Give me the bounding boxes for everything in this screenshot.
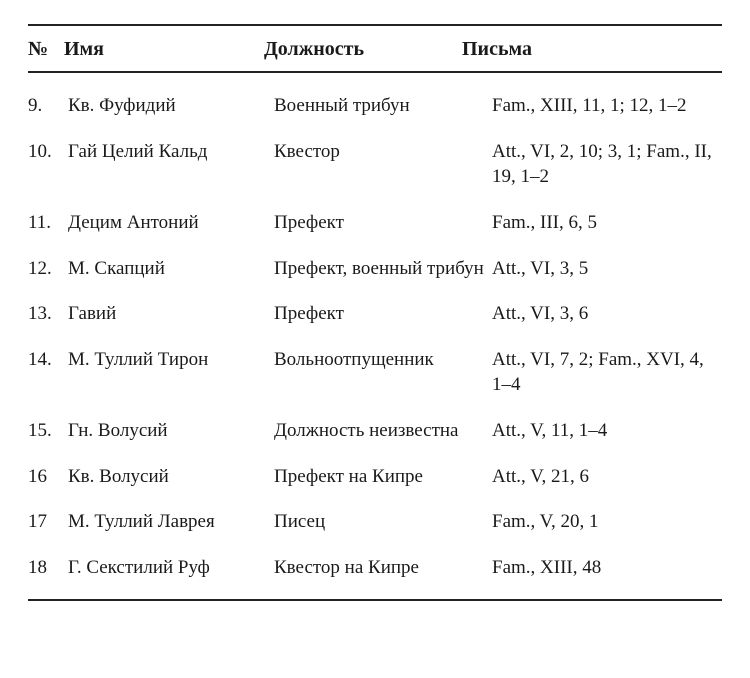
cell-letters: Att., V, 11, 1–4 bbox=[492, 418, 722, 444]
table-row: 12.М. СкапцийПрефект, военный трибунAtt.… bbox=[28, 246, 722, 292]
cell-position: Префект, военный трибун bbox=[274, 256, 492, 282]
cell-num: 17 bbox=[28, 509, 68, 535]
cell-position: Писец bbox=[274, 509, 492, 535]
cell-name: Кв. Фуфидий bbox=[68, 93, 274, 119]
table-row: 17М. Туллий ЛавреяПисецFam., V, 20, 1 bbox=[28, 499, 722, 545]
table-row: 14.М. Туллий ТиронВольноотпущенникAtt., … bbox=[28, 337, 722, 408]
cell-letters: Att., VI, 7, 2; Fam., XVI, 4, 1–4 bbox=[492, 347, 722, 398]
cell-position: Префект на Кипре bbox=[274, 464, 492, 490]
table-header-row: № Имя Должность Письма bbox=[28, 30, 722, 65]
cell-num: 12. bbox=[28, 256, 68, 282]
table-row: 13.ГавийПрефектAtt., VI, 3, 6 bbox=[28, 291, 722, 337]
cell-num: 13. bbox=[28, 301, 68, 327]
cell-letters: Att., VI, 3, 5 bbox=[492, 256, 722, 282]
header-name: Имя bbox=[64, 38, 264, 61]
cell-num: 11. bbox=[28, 210, 68, 236]
cell-name: Кв. Волусий bbox=[68, 464, 274, 490]
cell-name: М. Туллий Тирон bbox=[68, 347, 274, 373]
header-num: № bbox=[28, 38, 64, 61]
rule-bottom bbox=[28, 599, 722, 601]
cell-name: Г. Секстилий Руф bbox=[68, 555, 274, 581]
cell-num: 14. bbox=[28, 347, 68, 373]
cell-num: 18 bbox=[28, 555, 68, 581]
cell-num: 15. bbox=[28, 418, 68, 444]
table-body: 9.Кв. ФуфидийВоенный трибунFam., XIII, 1… bbox=[28, 83, 722, 591]
cell-position: Военный трибун bbox=[274, 93, 492, 119]
cell-name: Децим Антоний bbox=[68, 210, 274, 236]
cell-letters: Fam., XIII, 48 bbox=[492, 555, 722, 581]
cell-name: М. Туллий Лаврея bbox=[68, 509, 274, 535]
cell-position: Префект bbox=[274, 301, 492, 327]
table-row: 9.Кв. ФуфидийВоенный трибунFam., XIII, 1… bbox=[28, 83, 722, 129]
cell-num: 10. bbox=[28, 139, 68, 165]
cell-letters: Att., VI, 3, 6 bbox=[492, 301, 722, 327]
cell-name: Гай Целий Кальд bbox=[68, 139, 274, 165]
cell-letters: Att., V, 21, 6 bbox=[492, 464, 722, 490]
cell-letters: Fam., XIII, 11, 1; 12, 1–2 bbox=[492, 93, 722, 119]
cell-letters: Att., VI, 2, 10; 3, 1; Fam., II, 19, 1–2 bbox=[492, 139, 722, 190]
cell-letters: Fam., III, 6, 5 bbox=[492, 210, 722, 236]
header-letters: Письма bbox=[454, 38, 722, 61]
table-row: 15.Гн. ВолусийДолжность неизвестнаAtt., … bbox=[28, 408, 722, 454]
cell-name: Гн. Волусий bbox=[68, 418, 274, 444]
rule-below-header bbox=[28, 71, 722, 73]
rule-top bbox=[28, 24, 722, 26]
cell-num: 16 bbox=[28, 464, 68, 490]
cell-position: Вольноотпущенник bbox=[274, 347, 492, 373]
cell-position: Должность неизвестна bbox=[274, 418, 492, 444]
table-row: 18Г. Секстилий РуфКвестор на КипреFam., … bbox=[28, 545, 722, 591]
table-row: 16Кв. ВолусийПрефект на КипреAtt., V, 21… bbox=[28, 454, 722, 500]
cell-name: Гавий bbox=[68, 301, 274, 327]
cell-letters: Fam., V, 20, 1 bbox=[492, 509, 722, 535]
table-row: 10.Гай Целий КальдКвесторAtt., VI, 2, 10… bbox=[28, 129, 722, 200]
cell-num: 9. bbox=[28, 93, 68, 119]
cell-position: Квестор на Кипре bbox=[274, 555, 492, 581]
table-row: 11.Децим АнтонийПрефектFam., III, 6, 5 bbox=[28, 200, 722, 246]
table-container: № Имя Должность Письма 9.Кв. ФуфидийВоен… bbox=[0, 0, 750, 629]
cell-name: М. Скапций bbox=[68, 256, 274, 282]
header-position: Должность bbox=[264, 38, 454, 61]
cell-position: Префект bbox=[274, 210, 492, 236]
cell-position: Квестор bbox=[274, 139, 492, 165]
